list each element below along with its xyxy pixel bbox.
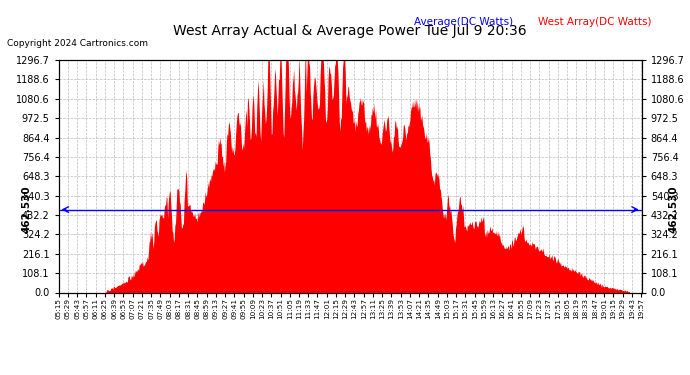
- Title: West Array Actual & Average Power Tue Jul 9 20:36: West Array Actual & Average Power Tue Ju…: [173, 24, 527, 38]
- Text: 462.530: 462.530: [669, 186, 679, 233]
- Text: 462.530: 462.530: [21, 186, 32, 233]
- Text: Copyright 2024 Cartronics.com: Copyright 2024 Cartronics.com: [7, 39, 148, 48]
- Text: Average(DC Watts): Average(DC Watts): [414, 17, 513, 27]
- Text: West Array(DC Watts): West Array(DC Watts): [538, 17, 651, 27]
